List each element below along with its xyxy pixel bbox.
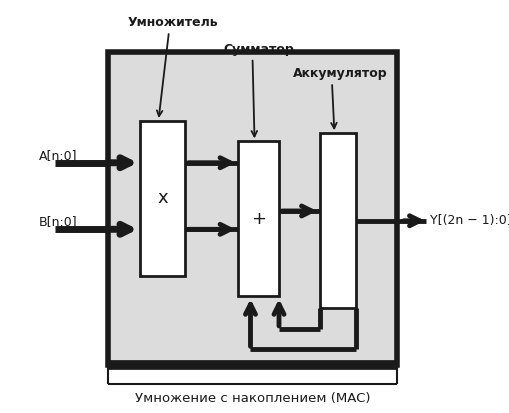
Text: Y[(2n − 1):0]: Y[(2n − 1):0] — [429, 214, 509, 227]
Text: Сумматор: Сумматор — [223, 43, 293, 56]
Text: x: x — [157, 189, 168, 207]
Bar — [111, 55, 393, 362]
Text: Умножитель: Умножитель — [128, 16, 218, 29]
Bar — [108, 52, 397, 366]
Bar — [140, 121, 185, 276]
Text: B[n:0]: B[n:0] — [39, 216, 77, 228]
Text: Аккумулятор: Аккумулятор — [292, 67, 387, 80]
Bar — [319, 133, 356, 309]
Text: +: + — [250, 210, 266, 228]
Text: Умножение с накоплением (MAC): Умножение с накоплением (MAC) — [134, 392, 370, 405]
Bar — [238, 141, 278, 296]
Text: A[n:0]: A[n:0] — [39, 149, 77, 162]
